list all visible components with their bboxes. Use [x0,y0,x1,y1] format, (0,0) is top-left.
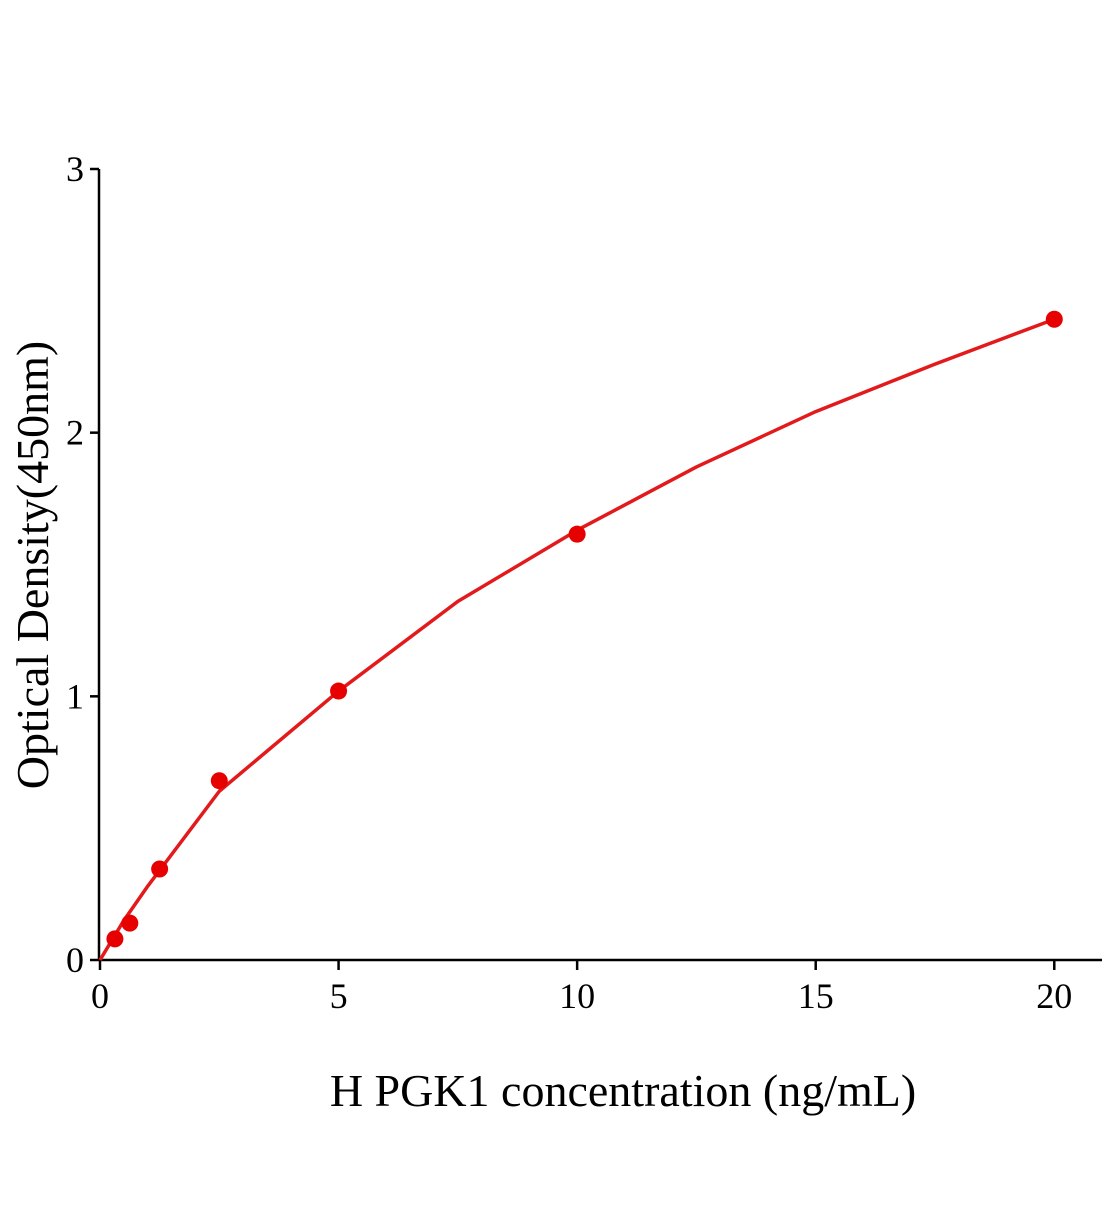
y-tick-label: 2 [66,413,84,453]
data-point [330,682,348,700]
data-point [121,914,139,932]
y-tick-label: 1 [66,676,84,716]
data-point [210,772,228,790]
data-point [568,525,586,543]
x-axis-title: H PGK1 concentration (ng/mL) [330,1065,916,1116]
y-tick-label: 3 [66,149,84,189]
x-tick-label: 0 [91,976,109,1016]
x-tick-label: 5 [330,976,348,1016]
fit-curve [98,317,1055,961]
x-tick-label: 20 [1036,976,1072,1016]
data-point [106,930,124,948]
x-tick-label: 15 [798,976,834,1016]
y-tick-label: 0 [66,940,84,980]
y-axis-title: Optical Density(450nm) [7,341,58,789]
x-tick-label: 10 [559,976,595,1016]
data-point [1045,310,1063,328]
data-point [151,860,169,878]
